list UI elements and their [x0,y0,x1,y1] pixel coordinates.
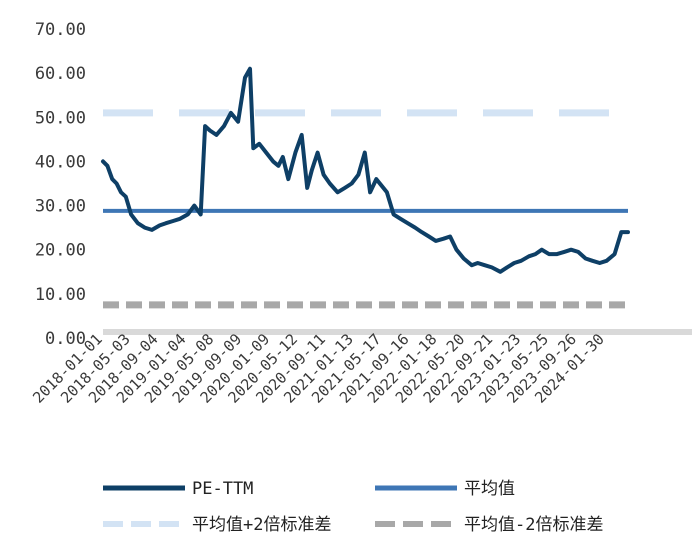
legend-item-mean-minus-2sd: 平均值-2倍标准差 [375,515,603,535]
legend-label-pe-ttm: PE-TTM [192,479,253,499]
y-tick-label: 10.00 [35,285,86,305]
y-tick-label: 20.00 [35,241,86,261]
y-tick-label: 40.00 [35,152,86,172]
legend-item-mean: 平均值 [375,479,515,499]
legend-label-mean: 平均值 [464,479,515,499]
y-axis: 0.00 10.00 20.00 30.00 40.00 50.00 60.00 70.00 [35,20,86,349]
y-tick-label: 30.00 [35,197,86,217]
plot-area [101,66,630,309]
series-line-pe-ttm [101,66,630,274]
y-tick-label: 50.00 [35,108,86,128]
y-tick-label: 70.00 [35,20,86,40]
y-tick-label: 60.00 [35,64,86,84]
legend: PE-TTM 平均值 平均值+2倍标准差 平均值-2倍标准差 [103,479,603,535]
legend-item-mean-plus-2sd: 平均值+2倍标准差 [103,515,331,535]
legend-label-mean-minus-2sd: 平均值-2倍标准差 [464,515,603,535]
y-tick-label: 0.00 [45,329,86,349]
legend-item-pe-ttm: PE-TTM [103,479,253,499]
legend-label-mean-plus-2sd: 平均值+2倍标准差 [192,515,331,535]
x-axis: 2018-01-012018-05-032018-09-042019-01-04… [29,330,608,407]
